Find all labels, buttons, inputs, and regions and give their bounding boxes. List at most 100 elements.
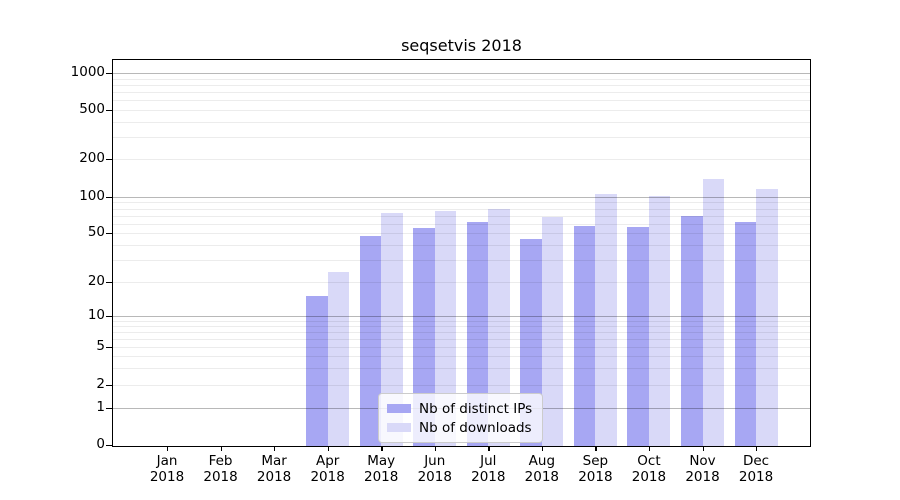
bar-nb-of-downloads-may (381, 213, 403, 446)
bar-nb-of-distinct-ips-jul (466, 221, 489, 446)
minor-gridline (113, 385, 810, 386)
minor-gridline (113, 208, 810, 210)
minor-gridline (113, 92, 810, 94)
legend-label-downloads: Nb of downloads (419, 419, 532, 436)
minor-gridline (113, 331, 810, 333)
y-axis-tick-label: 50 (87, 224, 105, 240)
x-axis-tick-mark (702, 447, 704, 451)
y-axis-tick-label: 1000 (70, 64, 105, 80)
minor-gridline (113, 100, 810, 102)
plot-area: Nb of distinct IPs Nb of downloads (112, 59, 811, 447)
y-axis-tick-label: 10 (87, 307, 105, 323)
bar-nb-of-distinct-ips-may (359, 236, 382, 446)
x-axis-tick-label: Apr 2018 (310, 453, 345, 485)
y-axis-tick-mark (106, 73, 112, 75)
x-axis-tick-label: May 2018 (364, 453, 399, 485)
y-axis-tick-mark (106, 316, 112, 318)
minor-gridline (113, 121, 810, 123)
x-axis-tick-label: Nov 2018 (685, 453, 720, 485)
minor-gridline (113, 223, 810, 225)
minor-gridline (113, 110, 810, 111)
x-axis-tick-mark (648, 447, 651, 451)
x-axis-tick-mark (488, 447, 490, 451)
x-axis-tick-label: Oct 2018 (631, 453, 667, 485)
legend-swatch-downloads (387, 423, 411, 432)
bar-nb-of-downloads-dec (756, 189, 778, 446)
bar-nb-of-distinct-ips-dec (734, 221, 757, 446)
y-axis-tick-mark (106, 347, 112, 349)
y-axis-tick-mark (106, 159, 112, 161)
x-axis-tick-mark (381, 447, 383, 451)
legend-item-downloads: Nb of downloads (387, 418, 532, 437)
minor-gridline (113, 338, 810, 340)
x-axis-tick-mark (327, 447, 330, 451)
x-axis-tick-label: Aug 2018 (524, 453, 560, 485)
minor-gridline (113, 368, 810, 370)
x-axis-tick-mark (595, 447, 597, 451)
minor-gridline (113, 202, 810, 204)
legend: Nb of distinct IPs Nb of downloads (378, 393, 544, 443)
bar-nb-of-downloads-aug (541, 217, 564, 446)
y-axis-tick-mark (106, 110, 112, 112)
minor-gridline (113, 244, 810, 246)
minor-gridline (113, 260, 810, 262)
minor-gridline (113, 320, 810, 322)
minor-gridline (113, 325, 810, 327)
bar-nb-of-downloads-jun (434, 210, 457, 446)
x-axis-tick-mark (274, 447, 276, 451)
bar-nb-of-downloads-apr (327, 272, 350, 446)
minor-gridline (113, 159, 810, 160)
x-axis-tick-mark (434, 447, 437, 451)
y-axis-tick-label: 2 (96, 376, 105, 392)
major-gridline (113, 197, 810, 198)
minor-gridline (113, 78, 810, 80)
bar-nb-of-downloads-oct (648, 196, 671, 446)
bar-nb-of-distinct-ips-nov (681, 215, 703, 446)
y-axis-tick-label: 1 (96, 399, 105, 415)
minor-gridline (113, 347, 810, 348)
chart-title: seqsetvis 2018 (401, 36, 522, 55)
bar-nb-of-distinct-ips-sep (573, 226, 596, 446)
major-gridline (113, 73, 810, 74)
minor-gridline (113, 137, 810, 139)
y-axis-tick-label: 200 (79, 150, 105, 166)
bar-nb-of-downloads-nov (702, 178, 724, 446)
x-axis-tick-label: Jun 2018 (417, 453, 452, 485)
x-axis-tick-label: Feb 2018 (203, 453, 238, 485)
bar-nb-of-downloads-sep (595, 194, 617, 446)
x-axis-tick-label: Jul 2018 (471, 453, 506, 485)
x-axis-tick-mark (756, 447, 758, 451)
y-axis-tick-mark (106, 282, 112, 284)
y-axis-tick-label: 5 (96, 338, 105, 354)
y-axis-tick-mark (106, 385, 112, 387)
y-axis-tick-label: 100 (79, 188, 105, 204)
x-axis-tick-label: Jan 2018 (149, 453, 185, 485)
y-axis-tick-label: 20 (87, 273, 105, 289)
minor-gridline (113, 215, 810, 217)
bar-nb-of-downloads-jul (488, 208, 510, 446)
y-axis-tick-mark (106, 445, 112, 447)
x-axis-tick-mark (167, 447, 169, 451)
x-axis-tick-mark (541, 447, 544, 451)
x-axis-tick-label: Mar 2018 (256, 453, 292, 485)
minor-gridline (113, 356, 810, 358)
x-axis-tick-label: Sep 2018 (578, 453, 613, 485)
minor-gridline (113, 84, 810, 86)
minor-gridline (113, 233, 810, 234)
y-axis-tick-mark (106, 408, 112, 410)
bar-nb-of-distinct-ips-oct (627, 227, 649, 446)
legend-swatch-distinct-ips (387, 404, 411, 413)
bar-nb-of-distinct-ips-apr (306, 296, 328, 446)
legend-item-distinct-ips: Nb of distinct IPs (387, 399, 532, 418)
x-axis-tick-mark (220, 447, 222, 451)
bar-nb-of-distinct-ips-jun (413, 228, 435, 446)
minor-gridline (113, 282, 810, 283)
y-axis-tick-mark (106, 197, 112, 199)
major-gridline (113, 316, 810, 317)
y-axis-tick-mark (106, 233, 112, 235)
y-axis-tick-label: 0 (96, 436, 105, 452)
legend-label-distinct-ips: Nb of distinct IPs (419, 400, 533, 417)
y-axis-tick-label: 500 (79, 101, 105, 117)
x-axis-tick-label: Dec 2018 (738, 453, 774, 485)
